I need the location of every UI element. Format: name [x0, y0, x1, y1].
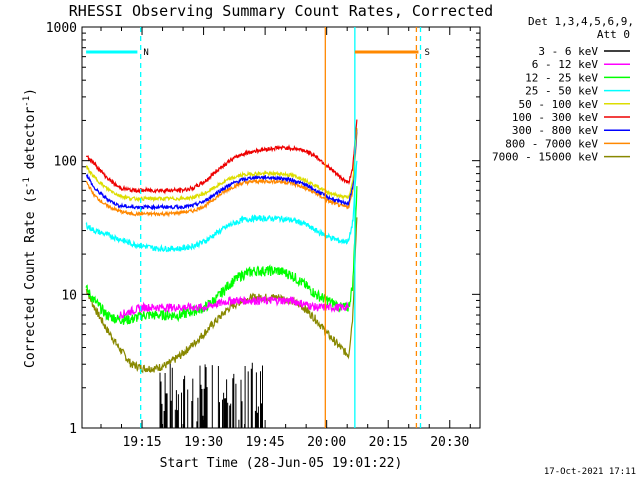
y-axis-label-part2: detector — [23, 107, 38, 178]
y-axis-ticks: 1 10 100 1000 — [46, 21, 480, 437]
series-blue-curve — [86, 129, 358, 211]
y-axis-label-sup2: -1 — [22, 96, 32, 107]
series-layer — [85, 119, 358, 428]
x-tick-label: 19:45 — [246, 435, 285, 450]
y-tick-label: 100 — [54, 155, 77, 170]
legend-label: 3 - 6 keV — [538, 45, 598, 58]
x-tick-label: 19:30 — [184, 435, 223, 450]
legend-label: 300 - 800 keV — [512, 124, 598, 137]
y-tick-label: 10 — [61, 288, 77, 303]
legend-label: 800 - 7000 keV — [505, 137, 598, 150]
series-orange-curve — [85, 132, 358, 218]
plot-area — [81, 26, 481, 429]
series-green-curve — [85, 186, 358, 326]
series-magenta-curve — [118, 295, 350, 320]
y-axis-label: Corrected Count Rate (s-1 detector-1) — [22, 88, 38, 368]
y-tick-label: 1 — [69, 422, 77, 437]
legend-label: 25 - 50 keV — [525, 85, 598, 98]
legend-label: 7000 - 15000 keV — [492, 151, 598, 164]
series-red-curve — [85, 119, 358, 195]
chart-title: RHESSI Observing Summary Count Rates, Co… — [69, 2, 493, 20]
x-tick-label: 19:15 — [122, 435, 161, 450]
legend-label: 50 - 100 keV — [519, 98, 599, 111]
legend-label: 12 - 25 keV — [525, 71, 598, 84]
x-tick-label: 20:00 — [307, 435, 346, 450]
legend-label: 100 - 300 keV — [512, 111, 598, 124]
series-yellow-curve — [85, 127, 358, 203]
y-axis-label-part3: ) — [23, 88, 38, 96]
y-tick-label: 1000 — [46, 21, 77, 36]
legend-header-line1: Det 1,3,4,5,6,9, — [528, 15, 634, 28]
series-cyan-curve — [85, 160, 358, 253]
y-axis-label-sup1: -1 — [22, 177, 32, 188]
legend-label: 6 - 12 keV — [532, 58, 599, 71]
attenuator-label: N — [143, 48, 148, 58]
x-axis-ticks: 19:15 19:30 19:45 20:00 20:15 20:30 — [100, 27, 471, 450]
x-tick-label: 20:30 — [430, 435, 469, 450]
series-olive-curve — [85, 217, 358, 374]
y-axis-label-part1: Corrected Count Rate (s — [23, 188, 38, 368]
footer-date: 17-Oct-2021 17:11 — [544, 467, 636, 477]
series-3-6kev-spikes — [159, 362, 263, 428]
x-axis-label: Start Time (28-Jun-05 19:01:22) — [160, 456, 403, 471]
x-tick-label: 20:15 — [369, 435, 408, 450]
legend-header-line2: Att 0 — [597, 28, 630, 41]
attenuator-label: S — [424, 48, 429, 58]
